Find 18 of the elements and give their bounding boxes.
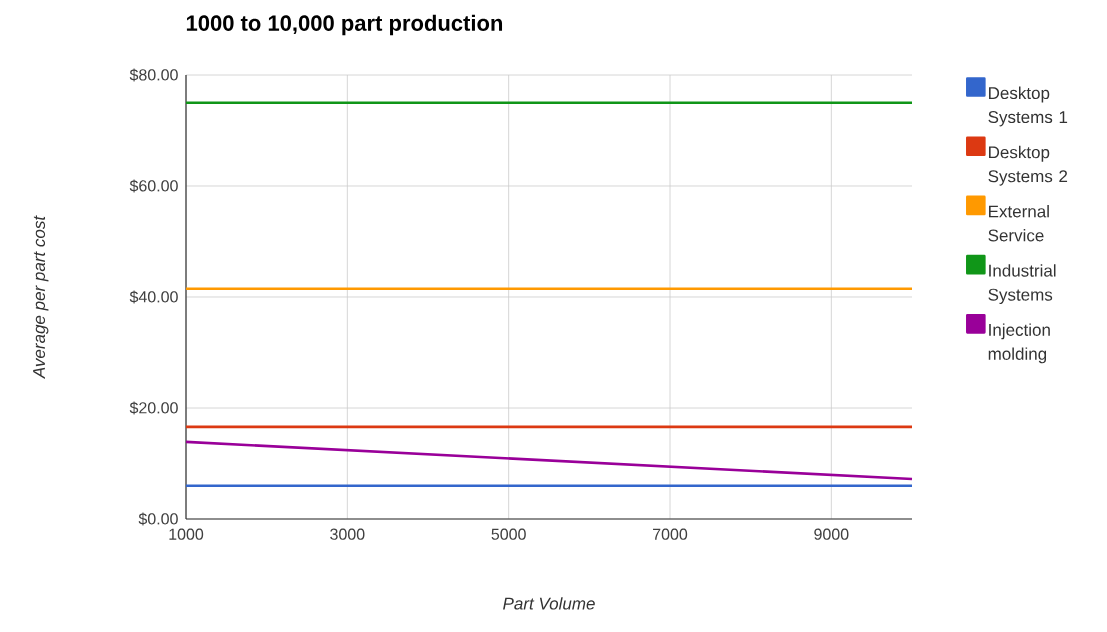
y-tick-label: $40.00	[129, 290, 178, 304]
legend-label: Desktop Systems 1	[988, 86, 1068, 127]
chart-title: 1000 to 10,000 part production	[186, 14, 503, 36]
x-tick-label: 9000	[814, 528, 849, 540]
legend-label: Industrial Systems	[988, 264, 1056, 305]
x-tick-label: 3000	[330, 528, 365, 540]
legend-label: External Service	[988, 205, 1049, 242]
x-tick-label: 7000	[653, 528, 688, 540]
y-tick-label: $60.00	[129, 179, 178, 193]
legend-label: Desktop Systems 2	[988, 145, 1068, 186]
y-tick-label: $80.00	[129, 68, 178, 82]
x-tick-label: 5000	[491, 528, 526, 540]
legend-label: Injection molding	[988, 323, 1050, 364]
x-tick-label: 1000	[169, 528, 204, 540]
y-tick-label: $0.00	[138, 512, 178, 526]
x-axis-title: Part Volume	[503, 597, 595, 610]
y-axis-title: Average per part cost	[33, 215, 49, 379]
y-tick-label: $20.00	[129, 401, 178, 415]
